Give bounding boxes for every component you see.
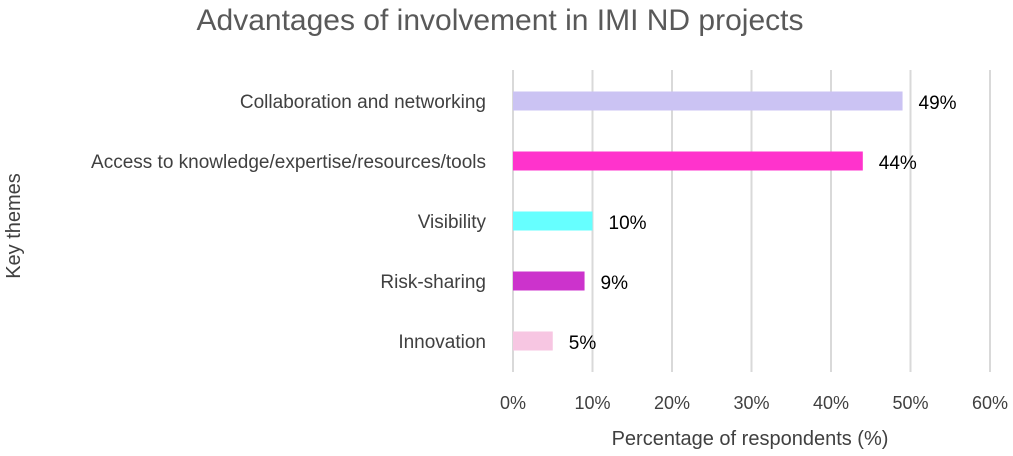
x-tick-label: 0%	[500, 393, 526, 413]
data-label: 44%	[879, 153, 917, 174]
x-tick-label: 10%	[574, 393, 610, 413]
data-label: 49%	[919, 93, 957, 114]
chart-title: Advantages of involvement in IMI ND proj…	[197, 4, 804, 37]
gridlines	[512, 70, 991, 372]
category-label: Risk-sharing	[380, 272, 486, 293]
x-tick-label: 60%	[972, 393, 1008, 413]
bar	[513, 151, 863, 171]
x-tick-label: 30%	[733, 393, 769, 413]
bar	[513, 211, 593, 231]
x-tick-label: 40%	[813, 393, 849, 413]
category-label: Visibility	[418, 212, 487, 233]
data-label: 9%	[601, 273, 629, 294]
x-axis-title: Percentage of respondents (%)	[612, 428, 889, 450]
bar	[513, 331, 553, 351]
x-tick-label: 20%	[654, 393, 690, 413]
data-label: 5%	[569, 333, 597, 354]
bars	[513, 91, 903, 351]
bar	[513, 91, 903, 111]
category-label: Collaboration and networking	[240, 92, 486, 113]
bar	[513, 271, 585, 291]
category-label: Access to knowledge/expertise/resources/…	[91, 152, 486, 173]
data-label: 10%	[609, 213, 647, 234]
category-label: Innovation	[398, 332, 486, 353]
x-tick-label: 50%	[892, 393, 928, 413]
x-tick-labels: 0% 10% 20% 30% 40% 50% 60%	[500, 393, 1008, 413]
data-labels: 49% 44% 10% 9% 5%	[569, 93, 957, 354]
category-labels: Collaboration and networking Access to kn…	[91, 92, 486, 353]
y-axis-title: Key themes	[3, 173, 25, 279]
